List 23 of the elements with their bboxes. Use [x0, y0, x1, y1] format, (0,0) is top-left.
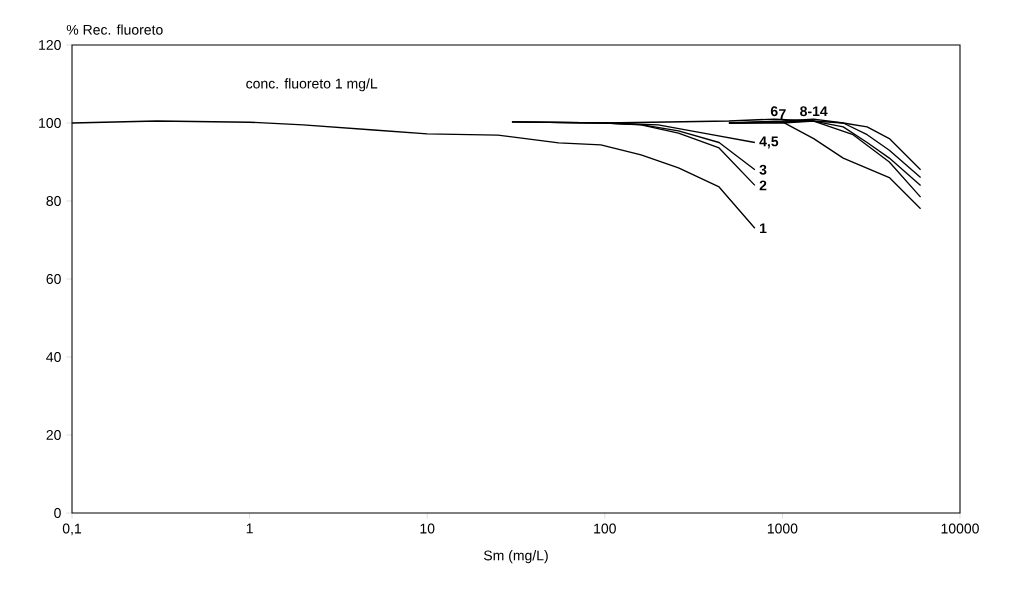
x-tick-label: 100	[594, 523, 616, 534]
x-tick-label: 1	[246, 523, 253, 534]
x-tick-label: 10	[420, 523, 435, 534]
series-label: 6	[770, 106, 778, 117]
x-tick-label: 0,1	[62, 523, 82, 536]
y-tick-label: 0	[54, 508, 61, 518]
y-tick-label: 60	[46, 274, 61, 284]
x-axis-title: Sm (mg/L)	[483, 550, 548, 564]
annotation: conc. fluoreto 1 mg/L	[246, 78, 378, 92]
series-label: 2	[759, 180, 767, 191]
y-tick-label: 40	[46, 352, 61, 362]
x-tick-label: 1000	[767, 523, 798, 534]
series-label: 8-14	[800, 106, 828, 117]
series-label: 1	[760, 223, 767, 234]
y-tick-label: 80	[46, 196, 61, 206]
y-tick-label: 100	[39, 118, 61, 128]
y-tick-label: 120	[39, 40, 61, 50]
y-axis-title: % Rec. fluoreto	[66, 24, 163, 35]
series-label: 7	[779, 109, 786, 119]
series-label: 4,5	[759, 136, 779, 149]
y-tick-label: 20	[46, 430, 61, 440]
series-label: 3	[759, 164, 767, 175]
x-tick-label: 10000	[941, 523, 979, 534]
